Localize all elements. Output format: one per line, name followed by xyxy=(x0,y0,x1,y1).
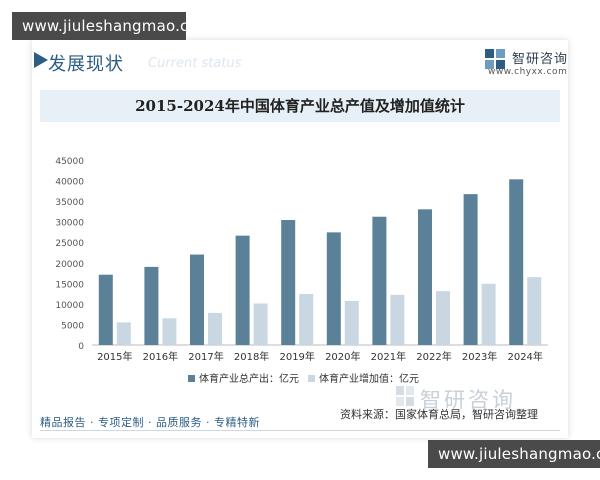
bar-value-added xyxy=(390,294,405,345)
brand-name: 智研咨询 xyxy=(512,52,569,67)
section-title: 发展现状 xyxy=(48,54,124,75)
footer-tagline: 精品报告 · 专项定制 · 品质服务 · 专精特新 xyxy=(40,416,260,429)
y-tick-label: 15000 xyxy=(55,280,84,290)
x-tick-label: 2016年 xyxy=(143,350,178,363)
bar-total-output xyxy=(281,220,296,345)
brand-url: www.chyxx.com xyxy=(488,67,568,77)
x-tick-label: 2024年 xyxy=(507,350,542,363)
brand-logo-icon xyxy=(485,49,505,69)
x-tick-label: 2017年 xyxy=(188,350,223,363)
chart-title: 2015-2024年中国体育产业总产值及增加值统计 xyxy=(135,97,465,115)
bar-value-added xyxy=(208,312,222,345)
bar-value-added xyxy=(436,291,450,345)
legend-label: 体育产业增加值：亿元 xyxy=(319,372,419,385)
x-tick-label: 2021年 xyxy=(371,350,406,363)
chart-title-band xyxy=(40,90,560,122)
x-tick-label: 2022年 xyxy=(416,350,451,363)
bar-value-added xyxy=(344,301,359,345)
x-tick-label: 2019年 xyxy=(279,350,314,363)
data-source: 资料来源：国家体育总局，智研咨询整理 xyxy=(340,408,538,421)
y-tick-label: 0 xyxy=(78,342,84,352)
legend-label: 体育产业总产出：亿元 xyxy=(199,372,299,385)
bar-total-output xyxy=(190,254,204,345)
x-tick-label: 2018年 xyxy=(234,350,269,363)
y-tick-label: 45000 xyxy=(55,157,84,167)
y-tick-label: 30000 xyxy=(55,219,84,229)
site-watermark-top: www.jiuleshangmao.com xyxy=(12,12,213,40)
bar-value-added xyxy=(162,318,177,345)
chevron-right-icon xyxy=(34,52,48,68)
x-tick-label: 2023年 xyxy=(462,350,497,363)
bar-total-output xyxy=(509,179,524,345)
y-tick-label: 10000 xyxy=(55,301,84,311)
y-tick-label: 20000 xyxy=(55,260,84,270)
bar-value-added xyxy=(253,303,268,345)
legend-swatch xyxy=(308,375,315,382)
x-tick-label: 2015年 xyxy=(97,350,132,363)
bar-total-output xyxy=(418,209,432,345)
brand-watermark-icon xyxy=(396,386,414,406)
footer-divider xyxy=(40,430,560,431)
brand-watermark: 智研咨询 xyxy=(420,388,516,412)
legend-swatch xyxy=(188,375,195,382)
y-tick-label: 5000 xyxy=(61,321,84,331)
section-title-ghost: Current status xyxy=(148,56,242,71)
bar-total-output xyxy=(98,274,113,345)
y-tick-label: 40000 xyxy=(55,178,84,188)
y-tick-label: 25000 xyxy=(55,239,84,249)
y-tick-label: 35000 xyxy=(55,198,84,208)
bar-value-added xyxy=(116,322,131,345)
x-tick-label: 2020年 xyxy=(325,350,360,363)
bar-total-output xyxy=(326,232,341,345)
bar-value-added xyxy=(299,294,314,345)
bar-value-added xyxy=(527,277,542,345)
site-watermark-bottom: www.jiuleshangmao.com xyxy=(428,440,600,468)
bar-total-output xyxy=(463,194,478,345)
bar-value-added xyxy=(481,283,496,345)
bar-total-output xyxy=(372,216,387,345)
bar-total-output xyxy=(235,235,250,345)
bar-total-output xyxy=(144,266,159,345)
